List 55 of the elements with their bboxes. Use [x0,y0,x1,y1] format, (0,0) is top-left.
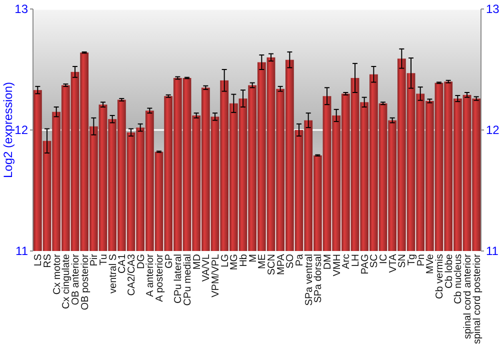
x-tick-label: CPu lateral [173,254,184,304]
y-tick-label: 11 [16,244,28,258]
y-tick-label: 13 [14,2,28,16]
x-tick-label: Cb lobe [444,254,455,288]
x-tick-label: MD [192,254,203,270]
x-tick-label: ventral S [108,254,119,294]
x-tick-label: ME [257,254,268,269]
x-tick-label: VPM/VPL [210,254,222,298]
x-tick-label: CA2/CA3 [126,254,138,296]
x-tick-label: Cb vermis [434,254,446,300]
x-tick-label: SPa ventral [304,254,315,306]
x-tick-label: DM [322,254,334,270]
x-tick-label: LS [33,254,44,266]
x-tick-label: Cx motor [52,253,63,295]
y2-tick-label: 13 [486,2,500,16]
x-tick-label: M [248,254,259,262]
x-tick-label: OB posterior [80,253,91,310]
x-tick-label: Hb [238,254,250,267]
x-tick-label: Pn [416,254,427,266]
x-tick-label: A anterior [145,253,156,297]
x-tick-label: OB anterior [70,253,82,306]
x-tick-label: VMH [332,254,343,276]
x-tick-label: spinal cord posterior [472,253,483,344]
x-tick-label: SO [285,254,296,268]
x-tick-label: LG [220,254,231,268]
x-tick-label: SN [397,254,408,268]
x-tick-label: PAG [360,254,371,274]
y-tick-label: 12 [14,123,28,138]
x-tick-label: SC [369,254,380,268]
x-tick-label: Tg [406,254,418,266]
x-tick-label: CA1 [117,254,128,274]
y2-tick-label: 11 [486,244,499,258]
x-tick-label: IC [378,254,390,264]
x-tick-label: CPu medial [182,254,194,306]
x-tick-label: Tu [98,254,110,266]
y-axis-title: Log2 (expression) [1,82,15,178]
x-tick-label: MPA [276,254,287,275]
x-tick-label: A posterior [154,253,166,302]
x-tick-label: MG [229,254,240,270]
x-tick-label: SPa dorsal [313,254,324,303]
x-tick-label: spinal cord anterior [462,253,474,340]
x-tick-label: LH [350,254,362,267]
x-tick-label: Cb nucleus [453,254,464,304]
x-tick-label: SCN [266,254,278,276]
x-tick-label: Pa [294,254,306,266]
x-tick-label: DG [136,254,147,269]
x-tick-label: Cx cingulate [61,254,72,310]
x-tick-label: RS [42,254,54,268]
x-tick-label: GP [164,254,175,268]
x-tick-label: MVe [425,254,436,274]
x-tick-label: Pir [89,253,100,266]
x-tick-label: VA/VL [201,254,212,282]
y2-tick-label: 12 [486,123,500,138]
x-tick-label: Arc [341,254,352,269]
x-tick-label: VTA [388,254,399,273]
